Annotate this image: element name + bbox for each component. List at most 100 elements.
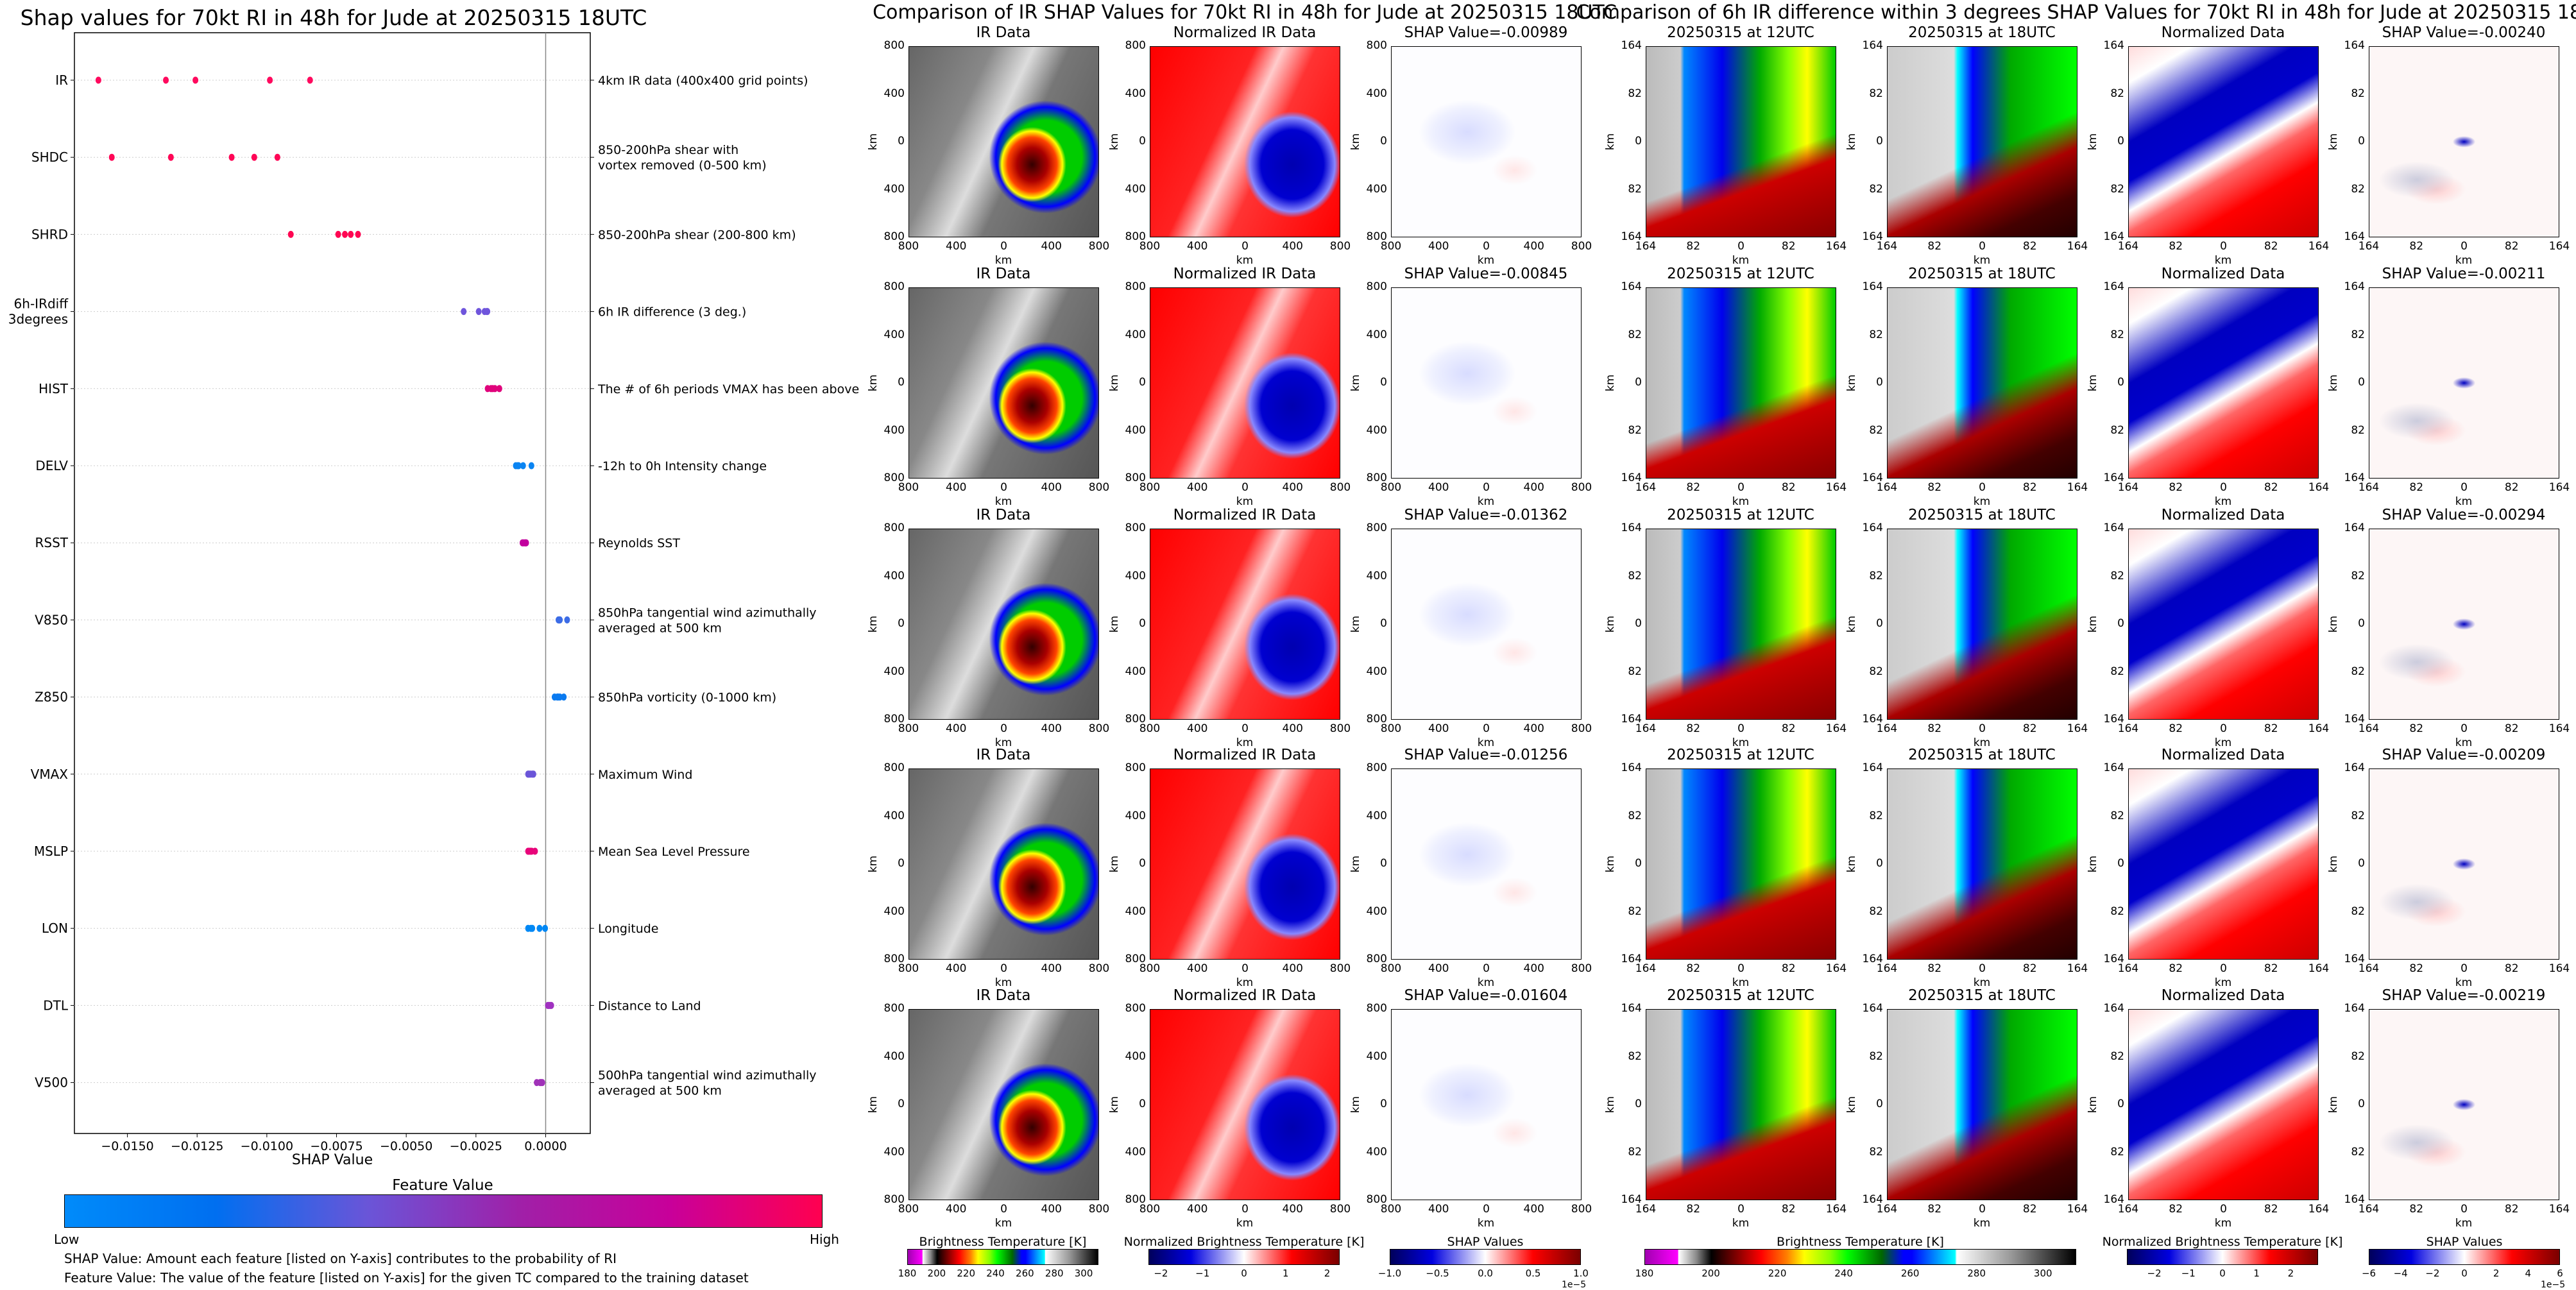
panel-title: 20250315 at 18UTC xyxy=(1908,987,2056,1004)
x-tick-label: 82 xyxy=(2264,1203,2278,1216)
x-tick-label: 800 xyxy=(1329,481,1351,494)
feature-description: 4km IR data (400x400 grid points) xyxy=(598,74,808,88)
y-tick-label: 82 xyxy=(1628,328,1642,341)
y-tick-label: 164 xyxy=(2103,230,2124,243)
y-tick-label: 800 xyxy=(883,713,905,726)
x-tick-label: 400 xyxy=(1523,1203,1544,1216)
x-tick-label: 0 xyxy=(2461,240,2468,253)
y-tick-label: 800 xyxy=(1125,39,1146,52)
feature-label: DTL xyxy=(43,997,69,1013)
y-axis-label: km xyxy=(867,374,880,392)
shap-point xyxy=(108,153,115,161)
colorbar-tick-label: 240 xyxy=(986,1268,1005,1279)
x-tick-label: 800 xyxy=(1571,722,1592,735)
x-tick-label: 164 xyxy=(2548,962,2570,975)
y-tick-label: 800 xyxy=(883,761,905,774)
x-axis-label: km xyxy=(2214,495,2232,508)
x-tick-label: 800 xyxy=(1139,1203,1161,1216)
y-axis-label: km xyxy=(867,615,880,633)
y-tick-label: 400 xyxy=(1366,1049,1387,1063)
y-tick-label: 800 xyxy=(1366,522,1387,534)
x-tick-label: −0.0075 xyxy=(310,1139,363,1153)
x-tick-label: 82 xyxy=(1686,240,1701,253)
data-heatmap xyxy=(1887,529,2077,720)
x-tick-label: 400 xyxy=(1187,722,1208,735)
y-tick-label: 0 xyxy=(1876,617,1883,630)
y-tick-label: 0 xyxy=(1635,617,1642,630)
shap-point xyxy=(163,76,169,84)
x-tick-label: 0.0000 xyxy=(524,1139,567,1153)
y-tick-label: 400 xyxy=(1125,182,1146,196)
x-axis-label: km xyxy=(994,976,1012,989)
x-tick-label: 800 xyxy=(1139,481,1161,494)
x-tick-label: 164 xyxy=(2308,240,2330,253)
data-heatmap xyxy=(1646,287,1836,479)
x-tick-label: 0 xyxy=(1483,481,1490,494)
x-tick-label: 82 xyxy=(2169,722,2183,735)
y-tick-label: 400 xyxy=(1366,1145,1387,1158)
data-heatmap xyxy=(1646,529,1836,720)
x-axis-label: km xyxy=(2214,1217,2232,1230)
shap-heatmap xyxy=(1391,287,1582,479)
y-tick-label: 800 xyxy=(1366,1193,1387,1206)
x-tick-label: 800 xyxy=(898,722,919,735)
x-tick-label: 164 xyxy=(2308,962,2330,975)
x-tick-label: 800 xyxy=(1571,240,1592,253)
panel-title: Normalized Data xyxy=(2161,507,2285,523)
y-tick-label: 0 xyxy=(1635,135,1642,148)
x-tick-label: 0 xyxy=(1000,962,1007,975)
shap-heatmap xyxy=(2369,46,2559,237)
y-tick-label: 82 xyxy=(2351,87,2365,100)
shap-point xyxy=(335,230,341,238)
feature-label: VMAX xyxy=(31,767,69,782)
x-tick-label: 400 xyxy=(1428,962,1449,975)
x-tick-label: 82 xyxy=(1927,240,1942,253)
data-heatmap xyxy=(908,529,1099,720)
x-tick-label: 82 xyxy=(2504,722,2519,735)
x-tick-label: 0 xyxy=(1000,240,1007,253)
panel-title: 20250315 at 18UTC xyxy=(1908,747,2056,763)
colorbar-tick-label: 280 xyxy=(1045,1268,1064,1279)
x-tick-label: 0 xyxy=(1000,481,1007,494)
x-tick-label: 164 xyxy=(2117,722,2139,735)
x-tick-label: 164 xyxy=(1876,481,1898,494)
shap-point xyxy=(95,76,101,84)
colorbar-multiplier: 1e−5 xyxy=(1562,1280,1587,1290)
panel-title: 20250315 at 12UTC xyxy=(1667,747,1814,763)
y-axis-label: km xyxy=(1108,133,1122,151)
x-tick-label: 164 xyxy=(1825,1203,1847,1216)
panel-title: SHAP Value=-0.00209 xyxy=(2382,747,2546,763)
y-tick-label: 164 xyxy=(1862,1193,1883,1206)
y-tick-label: 164 xyxy=(2344,713,2365,726)
y-tick-label: 0 xyxy=(898,376,905,389)
x-tick-label: 82 xyxy=(1686,722,1701,735)
x-tick-label: 164 xyxy=(2358,722,2380,735)
x-axis-label: km xyxy=(2455,254,2473,267)
y-tick-label: 164 xyxy=(1621,39,1642,52)
panel-title: Normalized Data xyxy=(2161,266,2285,282)
y-tick-label: 400 xyxy=(1125,1145,1146,1158)
y-tick-label: 0 xyxy=(1380,376,1387,389)
panel-title: Normalized Data xyxy=(2161,24,2285,41)
y-axis-label: km xyxy=(1108,374,1122,392)
y-tick-label: 164 xyxy=(2344,1193,2365,1206)
x-tick-label: 0 xyxy=(1000,722,1007,735)
shap-point xyxy=(307,76,313,84)
y-axis-label: km xyxy=(1604,374,1617,392)
colorbar-tick-label: 200 xyxy=(1702,1268,1720,1279)
x-tick-label: 400 xyxy=(1282,240,1303,253)
y-tick-label: 82 xyxy=(1628,182,1642,196)
y-tick-label: 82 xyxy=(1628,1049,1642,1063)
y-tick-label: 164 xyxy=(1862,1002,1883,1015)
x-tick-label: 800 xyxy=(1329,1203,1351,1216)
x-tick-label: 800 xyxy=(898,1203,919,1216)
colorbar-title: SHAP Values xyxy=(1447,1235,1524,1249)
y-tick-label: 164 xyxy=(2103,522,2124,534)
y-tick-label: 800 xyxy=(1125,1193,1146,1206)
y-tick-label: 0 xyxy=(2117,1098,2124,1110)
colorbar-tick-label: 280 xyxy=(1967,1268,1986,1279)
x-tick-label: 164 xyxy=(1825,722,1847,735)
y-tick-label: 400 xyxy=(883,569,905,582)
y-tick-label: 400 xyxy=(883,1049,905,1063)
data-heatmap xyxy=(1646,768,1836,960)
